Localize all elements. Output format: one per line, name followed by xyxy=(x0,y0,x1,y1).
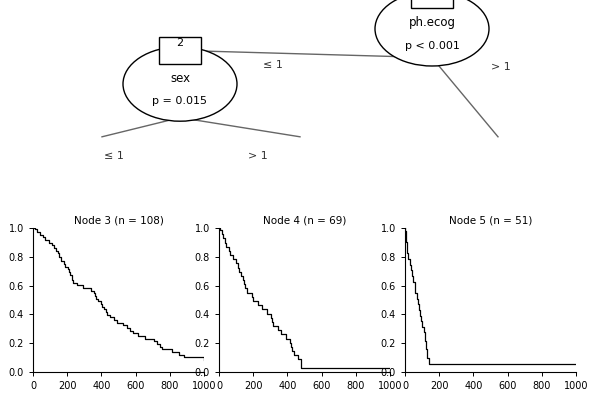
Text: ≤ 1: ≤ 1 xyxy=(263,60,283,70)
Text: > 1: > 1 xyxy=(491,62,511,72)
Title: Node 3 (n = 108): Node 3 (n = 108) xyxy=(74,216,163,226)
Text: 2: 2 xyxy=(176,38,184,48)
FancyBboxPatch shape xyxy=(411,0,453,8)
Text: sex: sex xyxy=(170,72,190,84)
Ellipse shape xyxy=(375,0,489,66)
Title: Node 5 (n = 51): Node 5 (n = 51) xyxy=(449,216,532,226)
Ellipse shape xyxy=(123,47,237,121)
Text: ph.ecog: ph.ecog xyxy=(409,16,455,29)
Text: p = 0.015: p = 0.015 xyxy=(152,96,208,106)
Text: > 1: > 1 xyxy=(248,151,268,161)
Text: p < 0.001: p < 0.001 xyxy=(404,41,460,51)
Text: ≤ 1: ≤ 1 xyxy=(104,151,124,161)
FancyBboxPatch shape xyxy=(159,37,201,64)
Title: Node 4 (n = 69): Node 4 (n = 69) xyxy=(263,216,346,226)
